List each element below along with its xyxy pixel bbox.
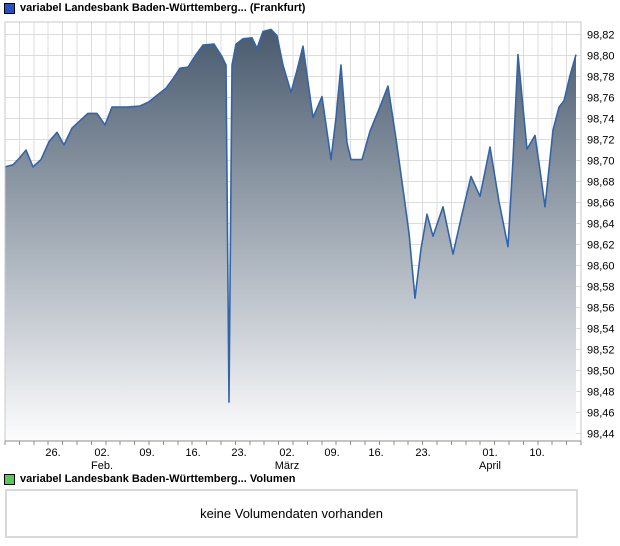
svg-text:09.: 09. <box>139 447 154 459</box>
svg-text:98,68: 98,68 <box>587 177 615 189</box>
x-axis-ticks <box>4 441 582 445</box>
volume-empty-message: keine Volumendaten vorhanden <box>200 506 383 521</box>
svg-text:98,62: 98,62 <box>587 240 615 252</box>
svg-text:98,50: 98,50 <box>587 366 615 378</box>
svg-text:98,52: 98,52 <box>587 345 615 357</box>
svg-text:98,78: 98,78 <box>587 72 615 84</box>
svg-text:März: März <box>275 460 299 472</box>
price-legend-label: variabel Landesbank Baden-Württemberg...… <box>20 2 306 14</box>
price-line <box>4 28 577 403</box>
svg-text:23.: 23. <box>415 447 430 459</box>
y-axis-labels: 98,82 98,80 98,78 98,76 98,74 98,72 98,70 98,68… <box>587 30 615 441</box>
svg-text:98,70: 98,70 <box>587 156 615 168</box>
price-area <box>5 29 576 442</box>
price-chart: 98,82 98,80 98,78 98,76 98,74 98,72 98,70 98,68… <box>4 21 615 472</box>
volume-series-icon <box>4 473 15 485</box>
svg-text:98,56: 98,56 <box>587 303 615 315</box>
svg-text:Feb.: Feb. <box>91 460 113 472</box>
svg-text:98,74: 98,74 <box>587 114 615 126</box>
svg-text:23.: 23. <box>231 447 246 459</box>
svg-text:98,58: 98,58 <box>587 282 615 294</box>
svg-text:98,48: 98,48 <box>587 387 615 399</box>
svg-text:98,80: 98,80 <box>587 51 615 63</box>
volume-legend-label: variabel Landesbank Baden-Württemberg...… <box>20 473 296 485</box>
svg-text:98,66: 98,66 <box>587 198 615 210</box>
svg-text:09.: 09. <box>324 447 339 459</box>
price-series-icon <box>4 2 15 14</box>
svg-text:98,44: 98,44 <box>587 429 615 441</box>
volume-legend: variabel Landesbank Baden-Württemberg...… <box>4 473 295 485</box>
svg-text:26.: 26. <box>45 447 60 459</box>
svg-text:98,76: 98,76 <box>587 93 615 105</box>
svg-text:02.: 02. <box>279 447 294 459</box>
svg-text:98,60: 98,60 <box>587 261 615 273</box>
svg-text:98,54: 98,54 <box>587 324 615 336</box>
svg-text:98,46: 98,46 <box>587 408 615 420</box>
volume-empty-box: keine Volumendaten vorhanden <box>5 489 578 538</box>
svg-text:98,72: 98,72 <box>587 135 615 147</box>
svg-text:02.: 02. <box>94 447 109 459</box>
svg-text:16.: 16. <box>368 447 383 459</box>
svg-text:April: April <box>479 460 501 472</box>
price-legend: variabel Landesbank Baden-Württemberg...… <box>4 2 305 14</box>
svg-text:98,82: 98,82 <box>587 30 615 42</box>
svg-text:10.: 10. <box>529 447 544 459</box>
svg-text:16.: 16. <box>185 447 200 459</box>
svg-text:98,64: 98,64 <box>587 219 615 231</box>
svg-text:01.: 01. <box>482 447 497 459</box>
